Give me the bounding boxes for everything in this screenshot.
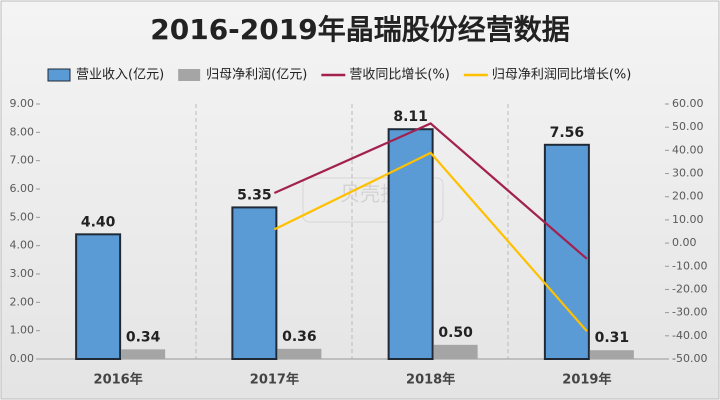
y-tick-label: 4.00 bbox=[10, 239, 35, 252]
bar bbox=[543, 143, 590, 360]
watermark-box bbox=[302, 177, 444, 223]
bar bbox=[277, 348, 322, 359]
data-label: 5.35 bbox=[237, 187, 272, 203]
legend-label: 归母净利润(亿元) bbox=[206, 68, 307, 83]
y-tick-label: 6.00 bbox=[10, 182, 35, 195]
line bbox=[273, 122, 588, 260]
line bbox=[273, 151, 588, 332]
x-tick-label: 2017年 bbox=[250, 372, 299, 388]
y-tick-label: 9.00 bbox=[10, 97, 35, 110]
x-tick-label: 2019年 bbox=[562, 372, 611, 388]
y-tick-label: 1.00 bbox=[10, 324, 35, 337]
legend-swatch bbox=[178, 69, 201, 81]
x-tick-label: 2016年 bbox=[94, 372, 143, 388]
bar bbox=[121, 349, 166, 359]
y2-tick-label: -30.00 bbox=[672, 306, 707, 319]
y2-tick-label: 0.00 bbox=[672, 236, 697, 249]
x-tick-label: 2018年 bbox=[406, 372, 455, 388]
data-label: 0.31 bbox=[595, 330, 630, 346]
y-tick-label: 0.00 bbox=[10, 352, 35, 365]
data-label: 8.11 bbox=[393, 109, 428, 125]
bar bbox=[387, 128, 434, 360]
y2-tick-label: -10.00 bbox=[672, 259, 707, 272]
y2-tick-label: 10.00 bbox=[672, 213, 704, 226]
y2-tick-label: -40.00 bbox=[672, 329, 707, 342]
data-label: 0.50 bbox=[438, 325, 473, 341]
legend-label: 营收同比增长(%) bbox=[349, 68, 450, 83]
bar bbox=[433, 344, 478, 359]
chart-title: 2016-2019年晶瑞股份经营数据 bbox=[150, 13, 569, 46]
y2-tick-label: 60.00 bbox=[672, 97, 704, 110]
data-label: 0.36 bbox=[282, 329, 317, 345]
data-label: 0.34 bbox=[126, 329, 161, 345]
y-tick-label: 5.00 bbox=[10, 210, 35, 223]
y2-tick-label: -20.00 bbox=[672, 282, 707, 295]
y2-tick-label: -50.00 bbox=[672, 352, 707, 365]
bar bbox=[231, 206, 278, 360]
y2-tick-label: 20.00 bbox=[672, 190, 704, 203]
data-label: 4.40 bbox=[81, 214, 116, 230]
y2-tick-label: 50.00 bbox=[672, 120, 704, 133]
y2-tick-label: 40.00 bbox=[672, 143, 704, 156]
bar bbox=[75, 233, 122, 360]
y-tick-label: 3.00 bbox=[10, 267, 35, 280]
legend-swatch bbox=[47, 68, 71, 82]
data-label: 7.56 bbox=[550, 125, 585, 141]
y2-tick-label: 30.00 bbox=[672, 167, 704, 180]
y-tick-label: 8.00 bbox=[10, 125, 35, 138]
y-tick-label: 7.00 bbox=[10, 154, 35, 167]
separators bbox=[195, 104, 509, 359]
bar bbox=[589, 350, 634, 359]
legend-label: 归母净利润同比增长(%) bbox=[492, 68, 632, 83]
y-tick-label: 2.00 bbox=[10, 295, 35, 308]
legend-label: 营业收入(亿元) bbox=[76, 68, 164, 83]
